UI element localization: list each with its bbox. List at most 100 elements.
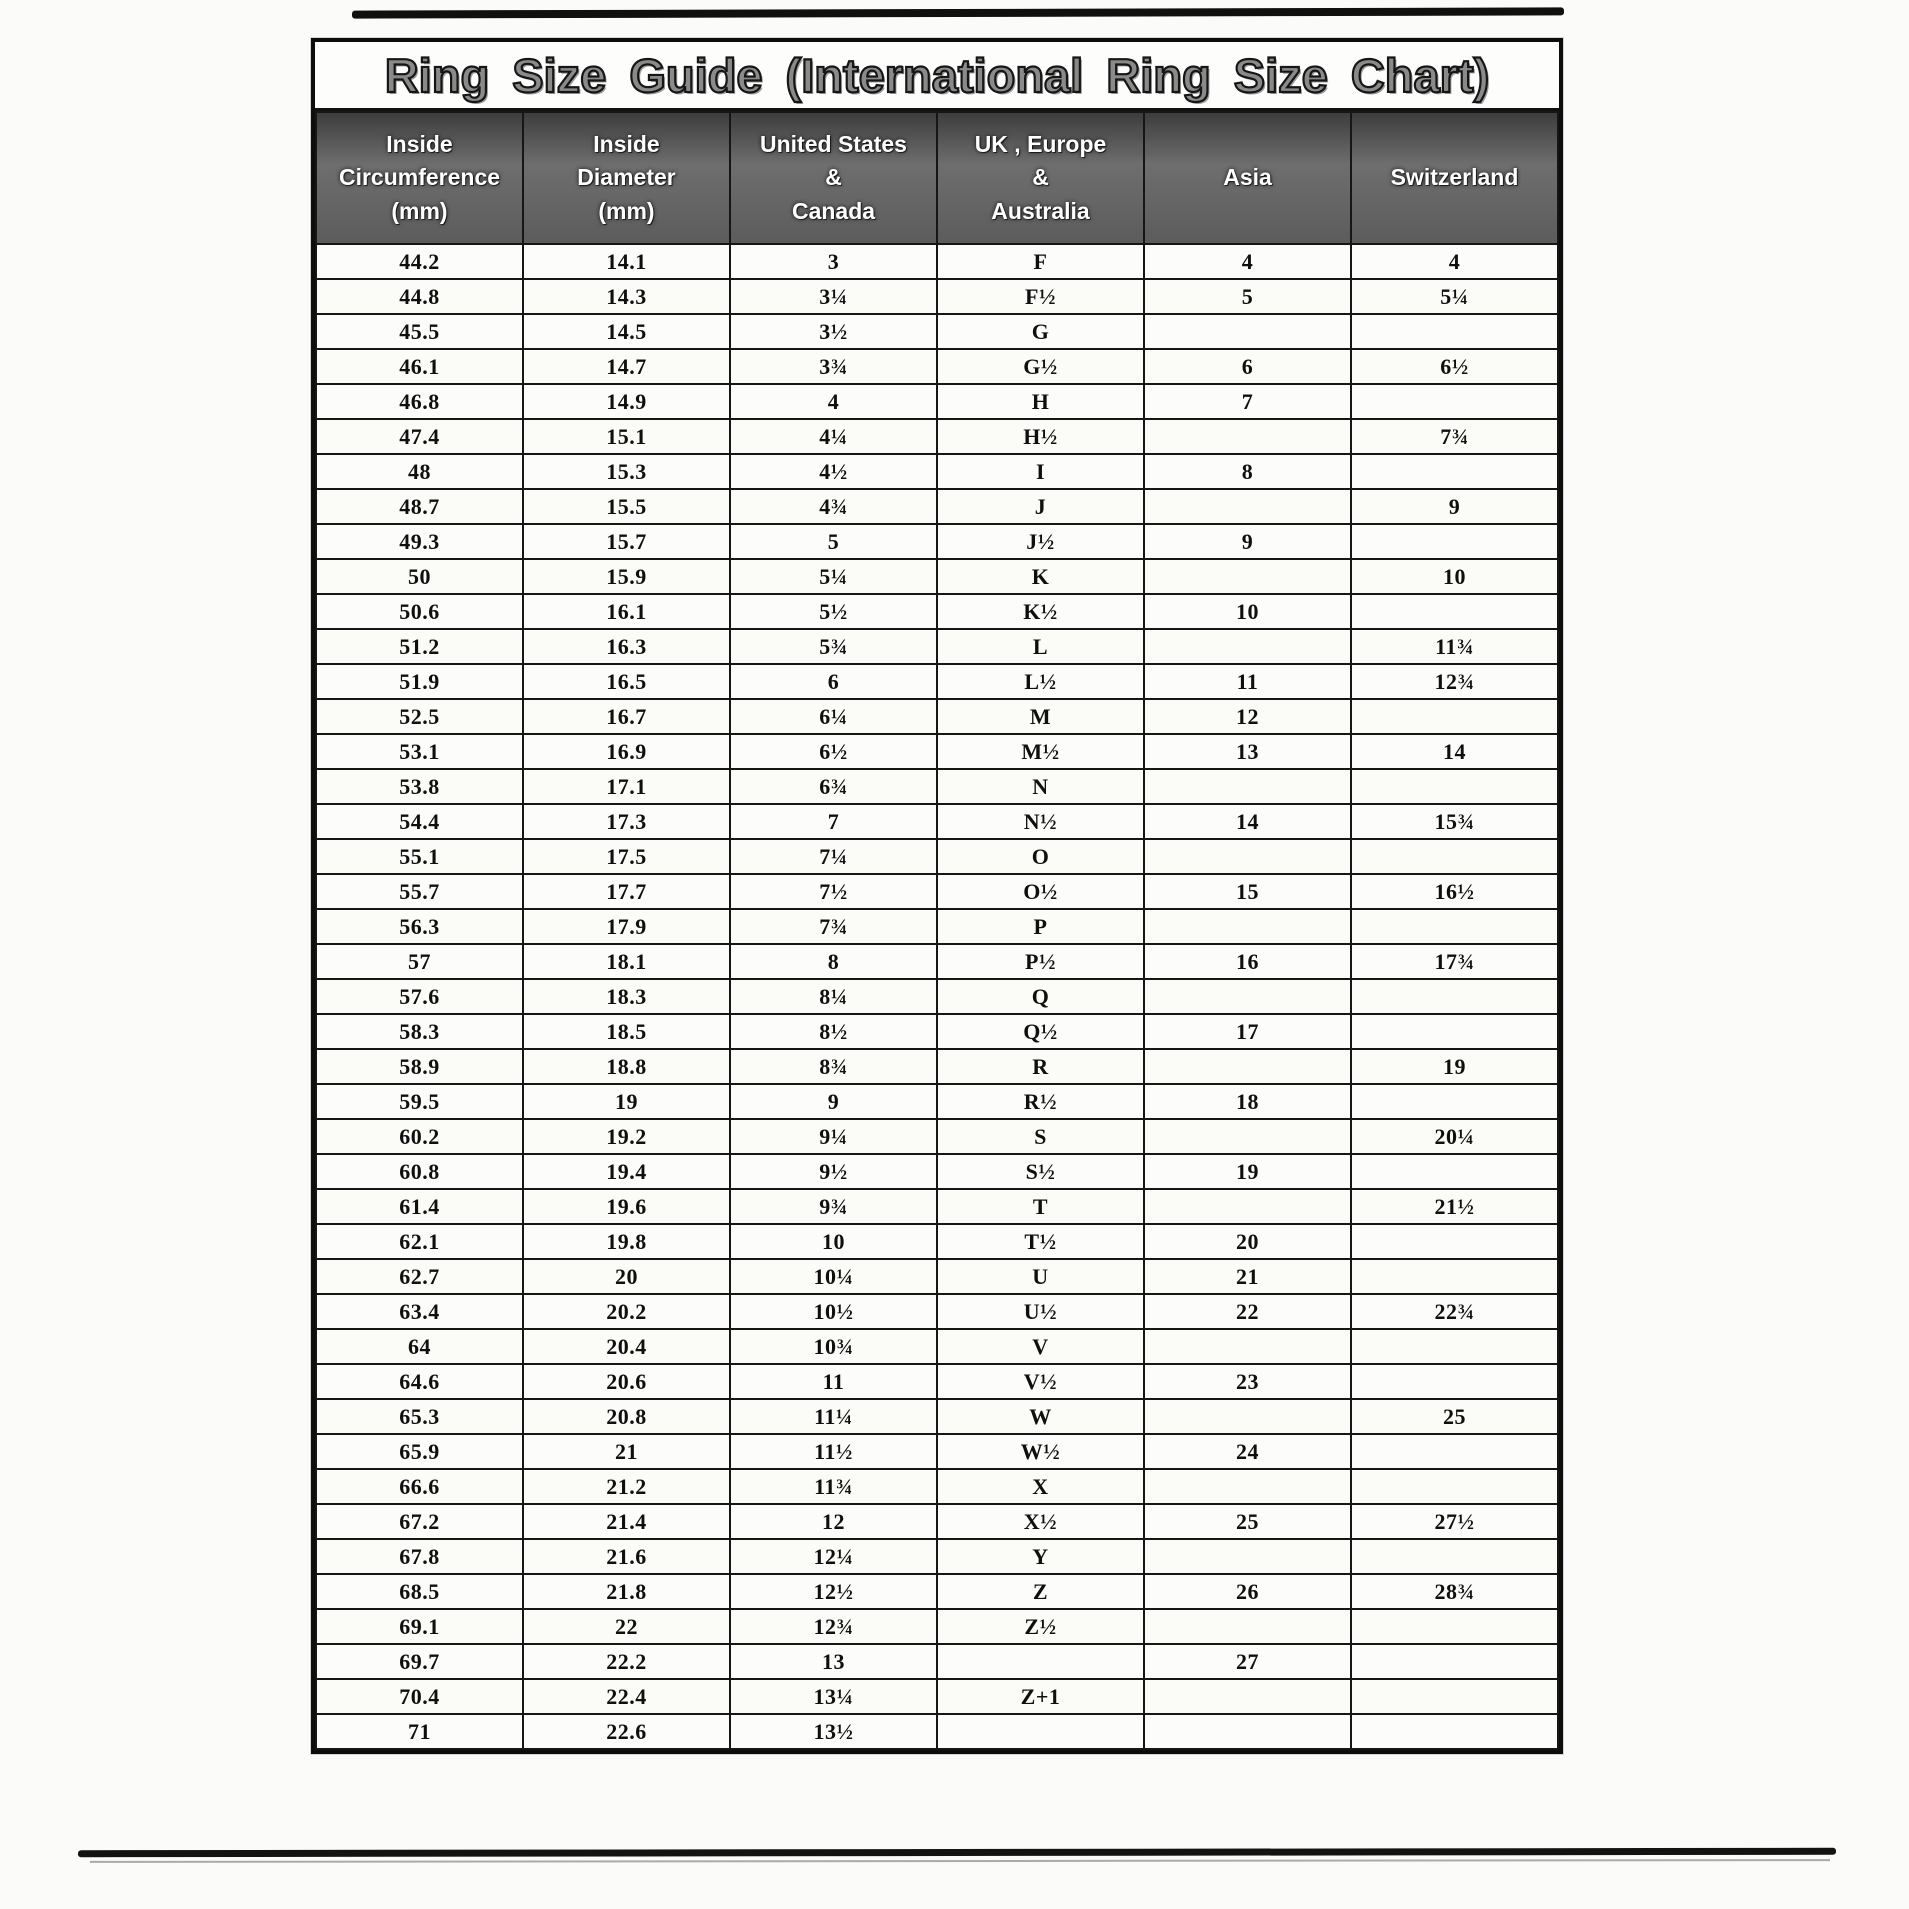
table-row: 65.3 20.8 11¼ W 25: [315, 1398, 1559, 1435]
cell-inside-circumference: 46.1: [315, 348, 524, 385]
cell-uk-europe-australia: O: [936, 838, 1145, 875]
table-row: 60.2 19.2 9¼ S 20¼: [315, 1118, 1559, 1155]
cell-switzerland: 4: [1350, 243, 1559, 280]
header-row: Inside Circumference (mm) Inside Diameter (mm…: [315, 111, 1559, 245]
table-row: 46.1 14.7 3¾ G½ 6 6½: [315, 348, 1559, 385]
cell-asia: 9: [1143, 523, 1352, 560]
cell-inside-circumference: 58.9: [315, 1048, 524, 1085]
cell-uk-europe-australia: W½: [936, 1433, 1145, 1470]
cell-inside-circumference: 61.4: [315, 1188, 524, 1225]
cell-switzerland: [1350, 1468, 1559, 1505]
cell-asia: [1143, 768, 1352, 805]
table-row: 64.6 20.6 11 V½ 23: [315, 1363, 1559, 1400]
table-row: 58.9 18.8 8¾ R 19: [315, 1048, 1559, 1085]
table-row: 50.6 16.1 5½ K½ 10: [315, 593, 1559, 630]
cell-inside-circumference: 53.1: [315, 733, 524, 770]
cell-inside-diameter: 16.9: [522, 733, 731, 770]
top-rule-line: [351, 7, 1565, 19]
cell-us-canada: 12½: [729, 1573, 938, 1610]
cell-inside-diameter: 21.4: [522, 1503, 731, 1540]
cell-us-canada: 7: [729, 803, 938, 840]
cell-inside-circumference: 65.9: [315, 1433, 524, 1470]
cell-inside-diameter: 18.3: [522, 978, 731, 1015]
cell-uk-europe-australia: H½: [936, 418, 1145, 455]
cell-asia: [1143, 558, 1352, 595]
cell-switzerland: [1350, 1643, 1559, 1680]
cell-inside-circumference: 44.8: [315, 278, 524, 315]
table-header: Inside Circumference (mm) Inside Diameter (mm…: [315, 111, 1559, 245]
cell-inside-diameter: 15.5: [522, 488, 731, 525]
cell-us-canada: 7½: [729, 873, 938, 910]
table-row: 69.7 22.2 13 27: [315, 1643, 1559, 1680]
table-row: 68.5 21.8 12½ Z 26 28¾: [315, 1573, 1559, 1610]
cell-inside-diameter: 20.6: [522, 1363, 731, 1400]
cell-uk-europe-australia: G: [936, 313, 1145, 350]
cell-uk-europe-australia: L: [936, 628, 1145, 665]
cell-switzerland: [1350, 1433, 1559, 1470]
cell-uk-europe-australia: R½: [936, 1083, 1145, 1120]
table-row: 55.1 17.5 7¼ O: [315, 838, 1559, 875]
cell-uk-europe-australia: G½: [936, 348, 1145, 385]
cell-switzerland: [1350, 1013, 1559, 1050]
cell-asia: [1143, 908, 1352, 945]
cell-asia: 5: [1143, 278, 1352, 315]
cell-inside-diameter: 17.1: [522, 768, 731, 805]
cell-asia: 19: [1143, 1153, 1352, 1190]
cell-us-canada: 8¼: [729, 978, 938, 1015]
table-row: 70.4 22.4 13¼ Z+1: [315, 1678, 1559, 1715]
table-row: 64 20.4 10¾ V: [315, 1328, 1559, 1365]
column-header-uk-europe-australia: UK , Europe & Australia: [936, 111, 1145, 245]
cell-inside-circumference: 56.3: [315, 908, 524, 945]
cell-asia: [1143, 1608, 1352, 1645]
cell-us-canada: 10¼: [729, 1258, 938, 1295]
cell-us-canada: 6¾: [729, 768, 938, 805]
cell-inside-circumference: 58.3: [315, 1013, 524, 1050]
cell-inside-diameter: 16.5: [522, 663, 731, 700]
cell-switzerland: [1350, 1713, 1559, 1750]
cell-inside-diameter: 20.2: [522, 1293, 731, 1330]
cell-inside-circumference: 51.2: [315, 628, 524, 665]
cell-asia: [1143, 1538, 1352, 1575]
cell-us-canada: 10¾: [729, 1328, 938, 1365]
cell-inside-diameter: 18.5: [522, 1013, 731, 1050]
cell-us-canada: 10: [729, 1223, 938, 1260]
cell-asia: [1143, 488, 1352, 525]
cell-us-canada: 13: [729, 1643, 938, 1680]
cell-switzerland: 25: [1350, 1398, 1559, 1435]
cell-uk-europe-australia: T: [936, 1188, 1145, 1225]
cell-switzerland: [1350, 383, 1559, 420]
cell-switzerland: [1350, 1083, 1559, 1120]
cell-asia: 14: [1143, 803, 1352, 840]
table-row: 58.3 18.5 8½ Q½ 17: [315, 1013, 1559, 1050]
cell-switzerland: [1350, 768, 1559, 805]
cell-uk-europe-australia: Z½: [936, 1608, 1145, 1645]
cell-inside-diameter: 19.4: [522, 1153, 731, 1190]
cell-inside-diameter: 18.1: [522, 943, 731, 980]
cell-asia: [1143, 313, 1352, 350]
cell-inside-diameter: 18.8: [522, 1048, 731, 1085]
cell-inside-diameter: 22: [522, 1608, 731, 1645]
cell-uk-europe-australia: V½: [936, 1363, 1145, 1400]
cell-asia: 21: [1143, 1258, 1352, 1295]
cell-inside-diameter: 19.6: [522, 1188, 731, 1225]
cell-switzerland: [1350, 593, 1559, 630]
table-row: 50 15.9 5¼ K 10: [315, 558, 1559, 595]
cell-inside-diameter: 17.3: [522, 803, 731, 840]
cell-us-canada: 11: [729, 1363, 938, 1400]
cell-us-canada: 8: [729, 943, 938, 980]
cell-switzerland: 5¼: [1350, 278, 1559, 315]
column-header-asia: Asia: [1143, 111, 1352, 245]
cell-uk-europe-australia: Z: [936, 1573, 1145, 1610]
cell-uk-europe-australia: V: [936, 1328, 1145, 1365]
cell-us-canada: 6½: [729, 733, 938, 770]
cell-inside-circumference: 57: [315, 943, 524, 980]
cell-inside-diameter: 21: [522, 1433, 731, 1470]
cell-asia: 27: [1143, 1643, 1352, 1680]
cell-asia: 12: [1143, 698, 1352, 735]
cell-uk-europe-australia: P½: [936, 943, 1145, 980]
cell-us-canada: 5: [729, 523, 938, 560]
table-row: 67.8 21.6 12¼ Y: [315, 1538, 1559, 1575]
cell-uk-europe-australia: J½: [936, 523, 1145, 560]
table-row: 52.5 16.7 6¼ M 12: [315, 698, 1559, 735]
cell-us-canada: 8¾: [729, 1048, 938, 1085]
